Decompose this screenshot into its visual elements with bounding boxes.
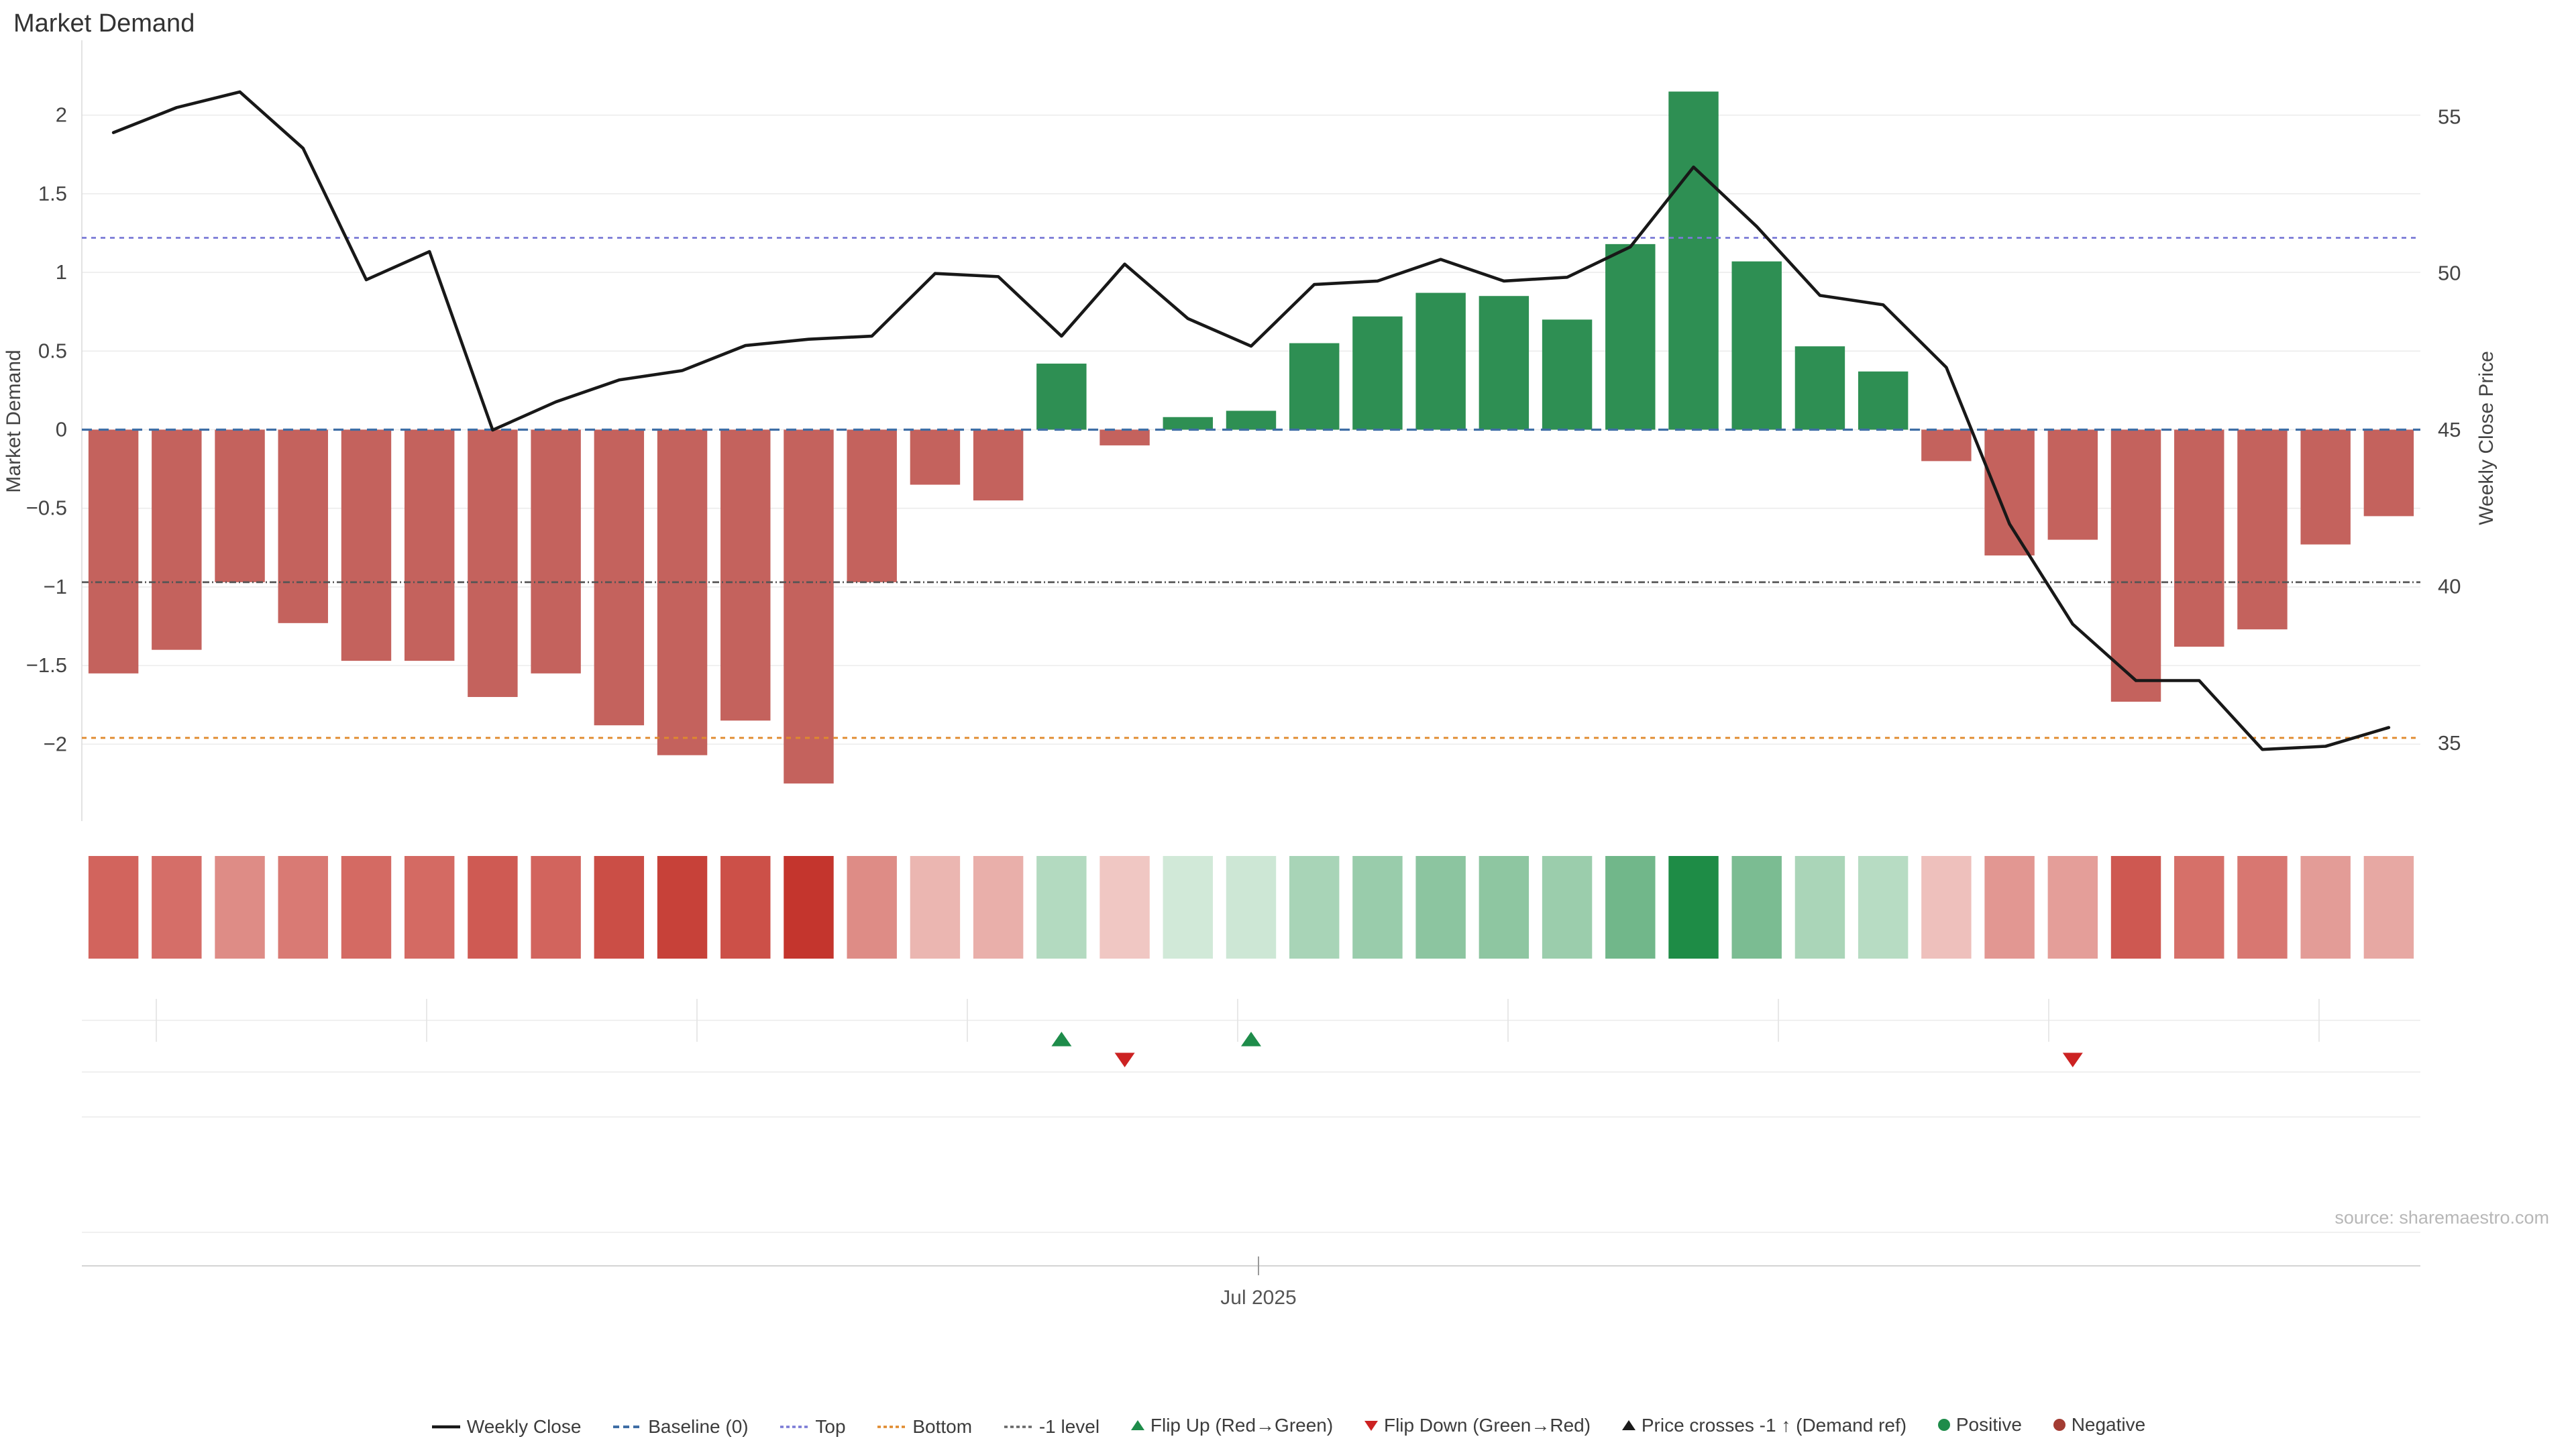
svg-text:50: 50 (2438, 262, 2461, 285)
svg-text:1: 1 (56, 260, 67, 284)
svg-text:55: 55 (2438, 105, 2461, 128)
svg-text:0: 0 (56, 417, 67, 441)
svg-text:0.5: 0.5 (38, 339, 67, 362)
svg-text:35: 35 (2438, 731, 2461, 755)
svg-text:−2: −2 (44, 732, 67, 755)
svg-text:−0.5: −0.5 (26, 496, 67, 520)
svg-text:40: 40 (2438, 574, 2461, 598)
svg-text:1.5: 1.5 (38, 182, 67, 205)
svg-text:45: 45 (2438, 418, 2461, 441)
svg-text:−1: −1 (44, 575, 67, 598)
svg-text:2: 2 (56, 103, 67, 127)
svg-text:−1.5: −1.5 (26, 653, 67, 677)
svg-text:Jul 2025: Jul 2025 (1220, 1287, 1296, 1309)
